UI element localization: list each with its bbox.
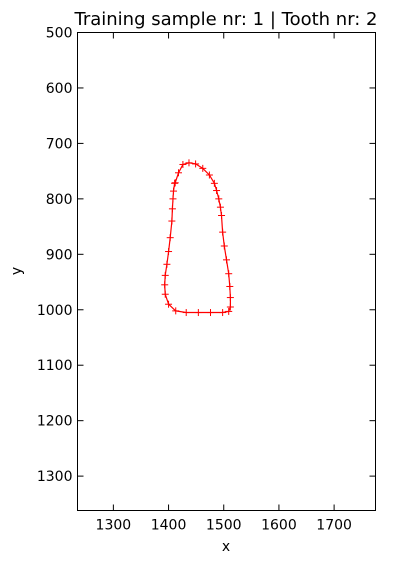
y-tick-label-700: 700 (46, 136, 73, 152)
x-tick-label-1500: 1500 (206, 518, 242, 534)
x-tick-label-1600: 1600 (261, 518, 297, 534)
y-tick-label-1300: 1300 (37, 469, 73, 485)
x-tick-label-1700: 1700 (316, 518, 352, 534)
y-tick-label-600: 600 (46, 81, 73, 97)
plot-area (78, 33, 376, 511)
x-tick-label-1300: 1300 (96, 518, 132, 534)
y-tick-label-1100: 1100 (37, 358, 73, 374)
y-tick-label-500: 500 (46, 26, 73, 42)
chart-title: Training sample nr: 1 | Tooth nr: 2 (73, 9, 377, 30)
y-tick-label-800: 800 (46, 192, 73, 208)
y-tick-label-1000: 1000 (37, 303, 73, 319)
y-axis-label: y (9, 267, 25, 275)
y-tick-label-900: 900 (46, 247, 73, 263)
x-axis-label: x (222, 539, 230, 555)
x-tick-label-1400: 1400 (151, 518, 187, 534)
y-tick-label-1200: 1200 (37, 414, 73, 430)
